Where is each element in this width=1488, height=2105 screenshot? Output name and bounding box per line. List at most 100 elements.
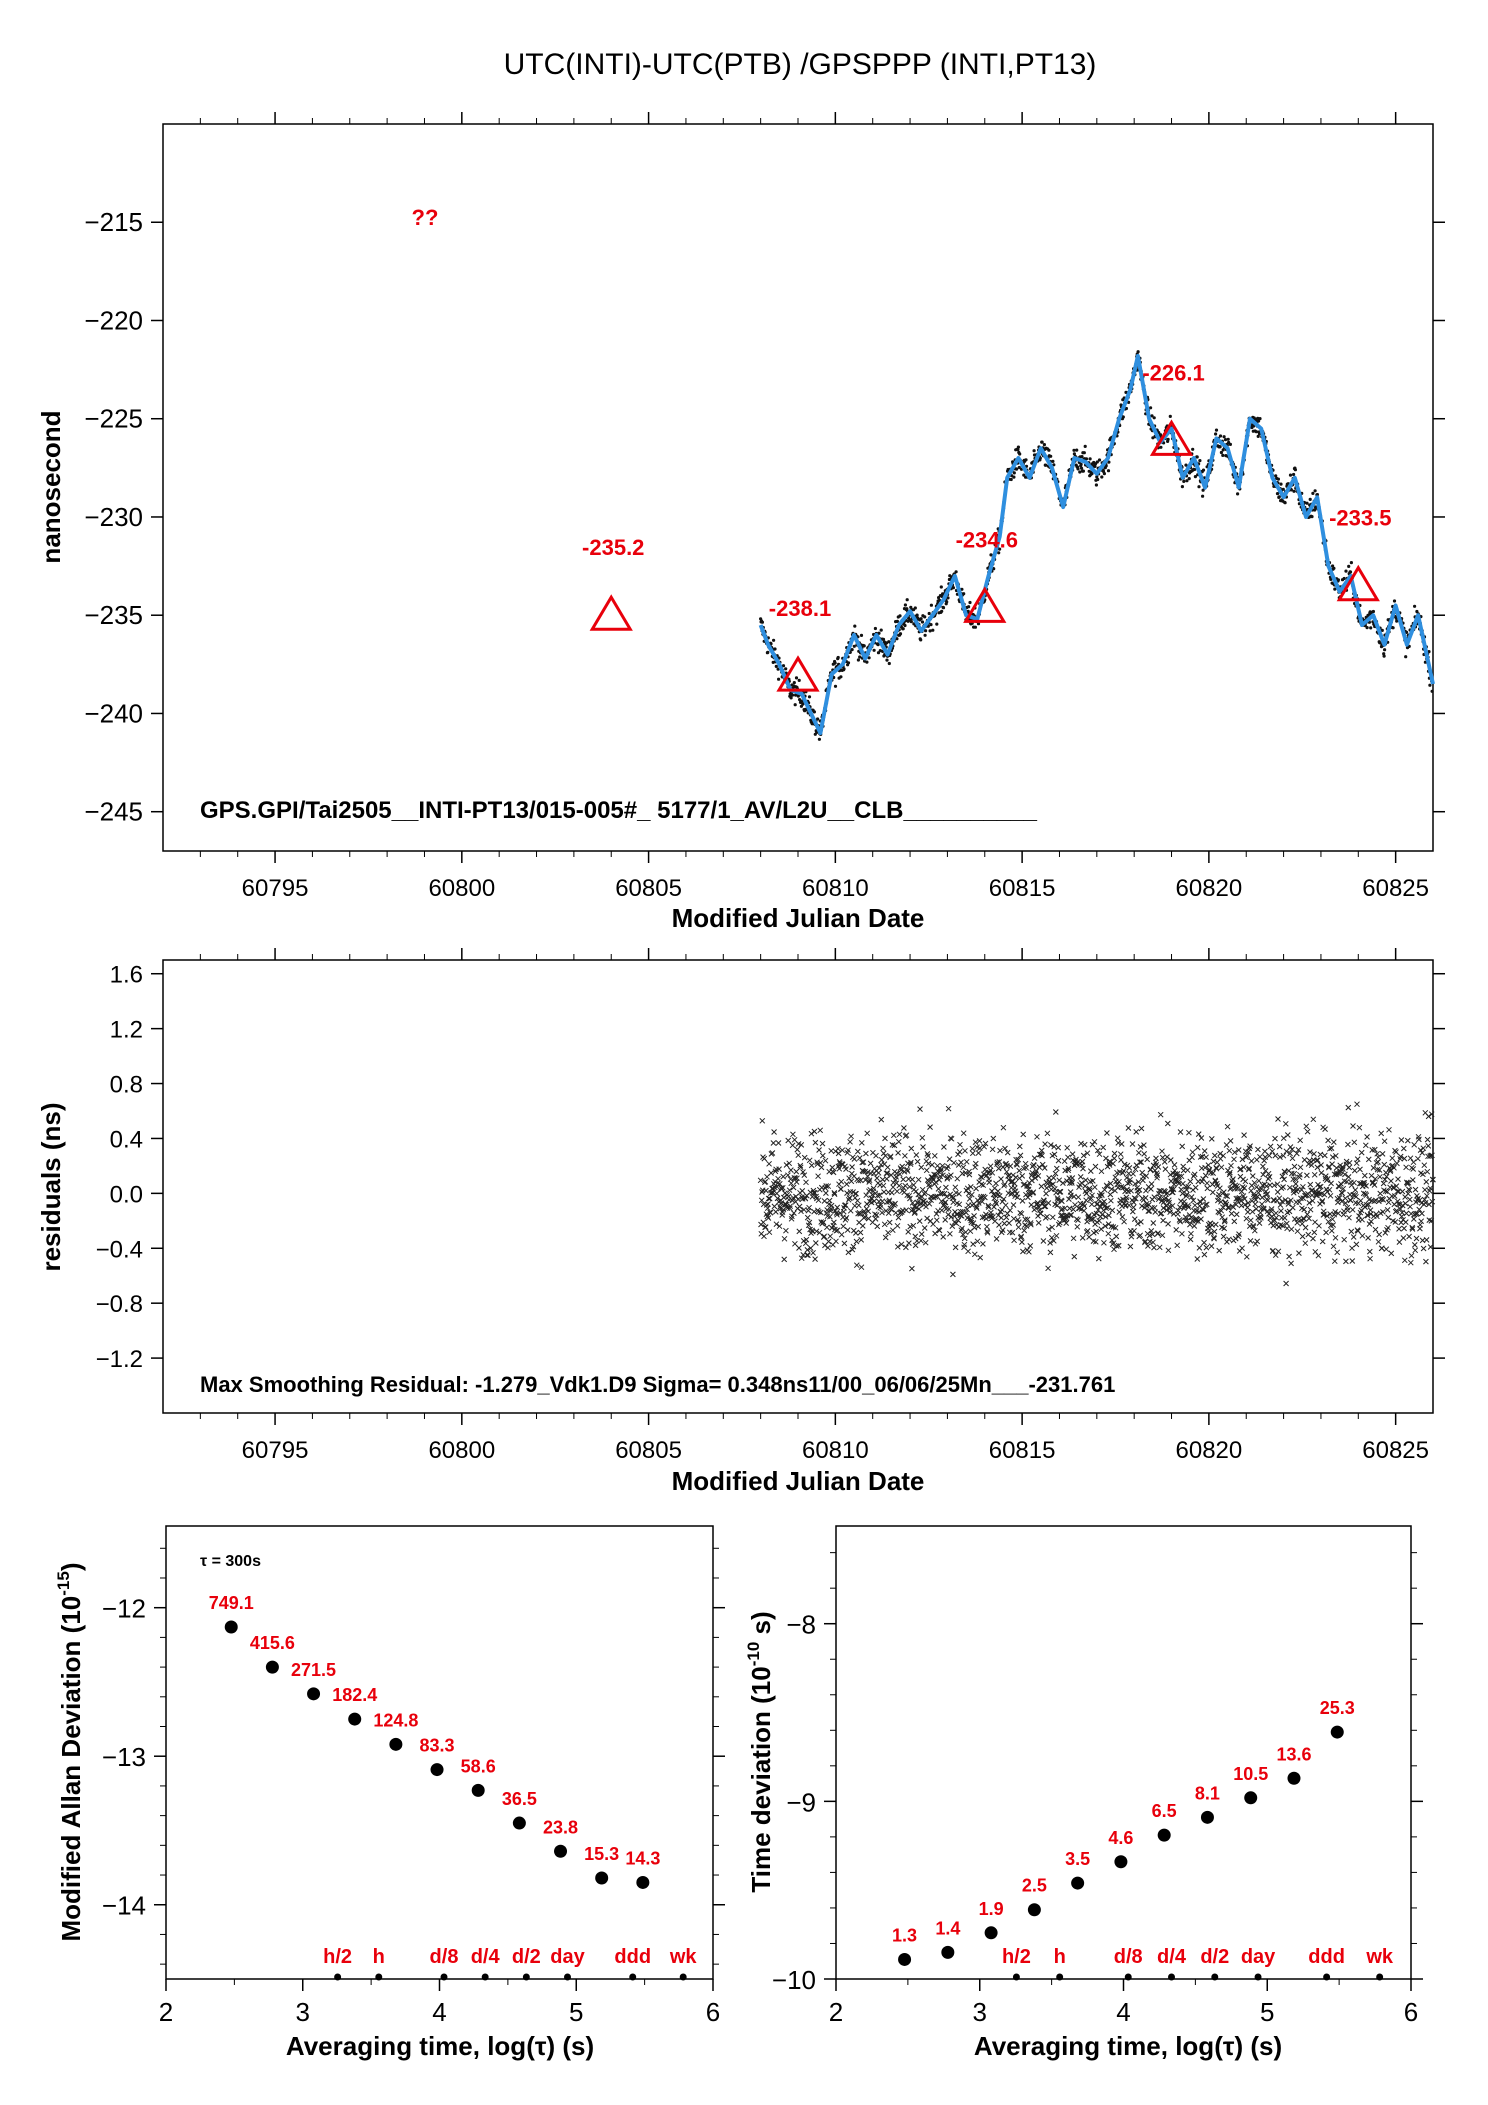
top-data-point	[1016, 448, 1020, 452]
residual-point	[1007, 1163, 1014, 1169]
residual-point	[938, 1207, 945, 1214]
residual-point	[1325, 1218, 1332, 1225]
residual-point	[902, 1152, 908, 1159]
residual-point	[817, 1209, 824, 1216]
residual-point	[1157, 1111, 1164, 1118]
residual-point	[815, 1197, 822, 1204]
residual-point	[1236, 1194, 1243, 1201]
residual-point	[1267, 1182, 1273, 1188]
residual-point	[811, 1208, 817, 1215]
residual-point	[1010, 1215, 1017, 1222]
top-data-point	[790, 693, 795, 697]
top-data-point	[812, 710, 817, 714]
residual-point	[1311, 1171, 1318, 1178]
residual-point	[1250, 1191, 1257, 1198]
residual-point	[761, 1155, 768, 1162]
residual-point	[921, 1225, 928, 1231]
residual-point	[1380, 1180, 1387, 1187]
residual-point	[1302, 1224, 1309, 1231]
residual-point	[1218, 1198, 1224, 1205]
residual-point	[768, 1170, 774, 1176]
residual-point	[1233, 1201, 1239, 1208]
residual-point	[767, 1209, 774, 1216]
residual-point	[1095, 1196, 1102, 1203]
residual-point	[1350, 1123, 1356, 1129]
top-data-point	[1102, 472, 1106, 476]
residual-point	[1194, 1256, 1201, 1262]
residual-point	[916, 1218, 923, 1224]
top-marker-triangle	[963, 586, 1007, 623]
top-data-point	[923, 633, 927, 637]
residual-point	[766, 1229, 773, 1236]
residual-point	[1357, 1166, 1363, 1173]
residual-point	[1265, 1170, 1272, 1177]
residual-point	[993, 1236, 1000, 1242]
mdev-y-tick-label: −13	[102, 1742, 146, 1772]
residual-point	[757, 1177, 764, 1184]
residual-point	[1182, 1214, 1189, 1220]
top-data-point	[833, 684, 838, 688]
residual-point	[1334, 1249, 1341, 1256]
residual-point	[1387, 1167, 1394, 1173]
residual-point	[1248, 1187, 1254, 1194]
top-data-point	[924, 629, 928, 633]
residual-point	[1100, 1144, 1107, 1151]
residual-point	[797, 1164, 804, 1171]
residual-point	[825, 1238, 832, 1245]
residual-point	[959, 1208, 966, 1215]
residual-point	[1239, 1156, 1246, 1163]
residual-point	[1049, 1214, 1056, 1221]
residual-point	[1228, 1210, 1235, 1217]
top-data-point	[1049, 454, 1053, 458]
top-data-point	[903, 623, 907, 628]
residual-point	[787, 1205, 793, 1212]
residual-point	[1273, 1210, 1279, 1217]
residuals-y-axis-label: residuals (ns)	[36, 1102, 66, 1271]
residual-point	[1272, 1152, 1279, 1159]
residual-point	[1107, 1158, 1113, 1165]
residual-point	[1277, 1222, 1284, 1228]
residual-point	[822, 1157, 829, 1164]
residual-point	[1026, 1248, 1032, 1255]
residual-point	[1280, 1135, 1287, 1142]
top-data-point	[1221, 448, 1225, 452]
mdev-time-mark-label: wk	[669, 1946, 698, 1968]
residual-point	[1321, 1152, 1328, 1159]
tdev-y-tick-label: −9	[786, 1787, 816, 1817]
residual-point	[1324, 1213, 1330, 1219]
residual-point	[823, 1190, 829, 1196]
residual-point	[1211, 1235, 1217, 1242]
residual-point	[1360, 1190, 1367, 1197]
residual-point	[1113, 1233, 1120, 1240]
top-data-points	[758, 350, 1435, 741]
top-data-point	[1182, 479, 1186, 483]
residual-point	[1015, 1219, 1022, 1225]
top-data-point	[1166, 437, 1170, 441]
residual-point	[1259, 1194, 1266, 1201]
residual-point	[872, 1211, 878, 1218]
top-data-point	[1292, 472, 1296, 477]
residual-point	[1096, 1151, 1103, 1158]
residual-point	[1233, 1211, 1240, 1218]
residual-point	[1392, 1219, 1399, 1225]
residual-point	[1366, 1248, 1373, 1255]
residual-point	[1294, 1219, 1301, 1226]
residual-point	[1340, 1185, 1347, 1192]
residual-point	[1328, 1227, 1335, 1234]
residual-point	[1314, 1164, 1321, 1171]
residual-point	[1409, 1224, 1416, 1231]
residual-point	[953, 1211, 960, 1218]
residual-point	[945, 1163, 951, 1170]
residual-point	[1397, 1153, 1404, 1160]
residual-point	[969, 1145, 976, 1152]
residual-point	[978, 1181, 985, 1188]
residual-point	[1420, 1171, 1426, 1178]
residual-point	[907, 1195, 913, 1202]
residual-point	[1247, 1238, 1254, 1244]
residual-point	[1089, 1178, 1096, 1184]
top-y-tick-label: −245	[84, 797, 143, 827]
residual-point	[1297, 1164, 1304, 1171]
residual-point	[865, 1208, 872, 1215]
top-y-tick-label: −230	[84, 502, 143, 532]
residual-point	[801, 1172, 808, 1178]
